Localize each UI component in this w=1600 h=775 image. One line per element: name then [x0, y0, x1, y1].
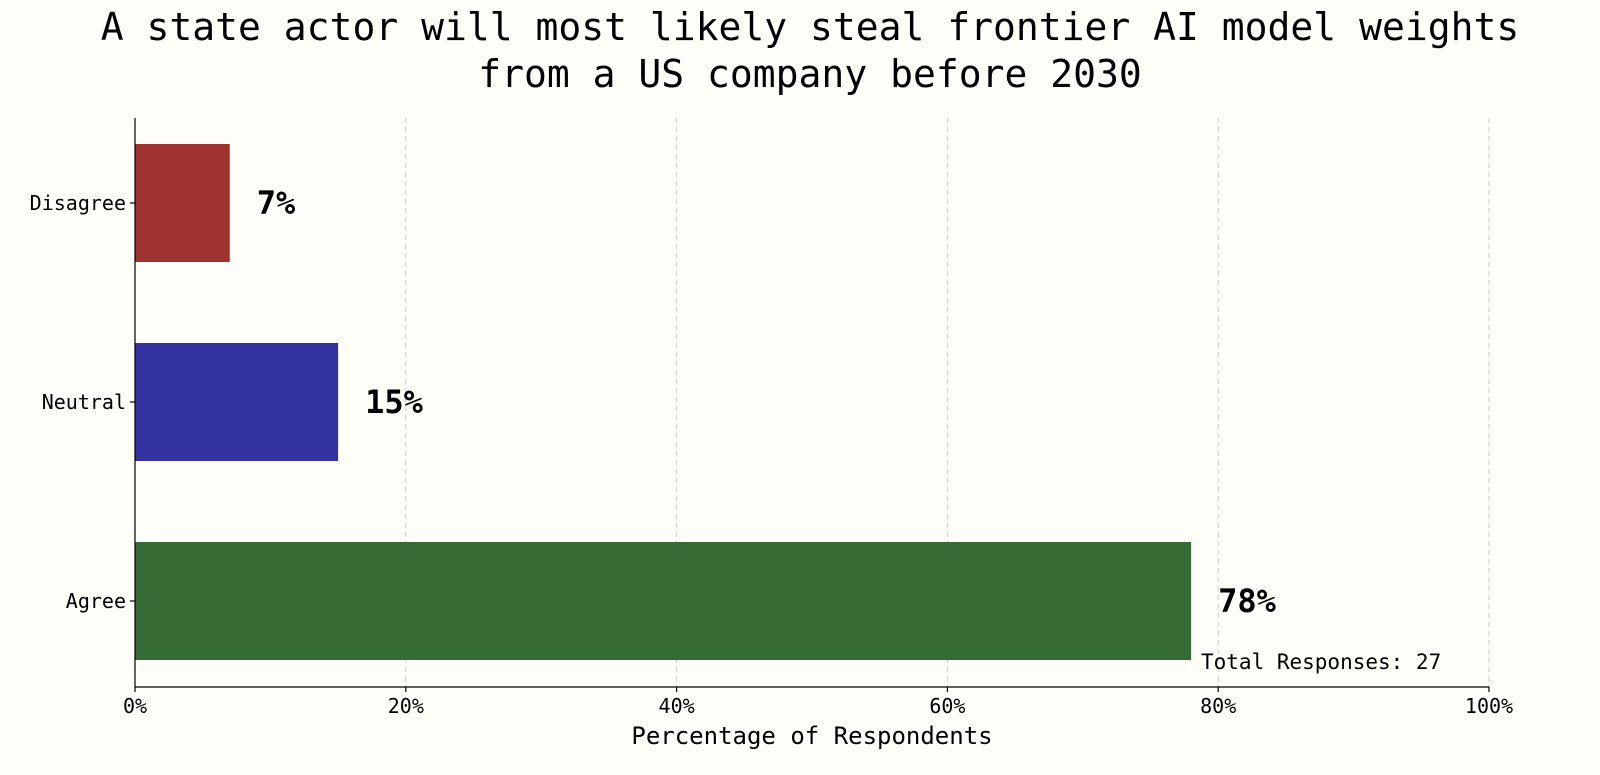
- y-axis-ticks: Disagree Neutral Agree: [30, 191, 135, 613]
- chart-title-line-2: from a US company before 2030: [478, 52, 1141, 96]
- bar-neutral: [135, 343, 339, 461]
- bar-disagree: [135, 144, 230, 262]
- bars: [135, 144, 1192, 660]
- bar-agree: [135, 542, 1192, 660]
- x-tick-label-80: 80%: [1200, 694, 1236, 718]
- x-tick-label-60: 60%: [929, 694, 965, 718]
- x-tick-label-0: 0%: [123, 694, 147, 718]
- y-tick-label-agree: Agree: [66, 589, 126, 613]
- value-label-agree: 78%: [1218, 582, 1277, 620]
- x-axis-ticks: 0% 20% 40% 60% 80% 100%: [123, 687, 1513, 718]
- x-axis-title: Percentage of Respondents: [631, 722, 992, 750]
- x-gridlines: [405, 118, 1490, 687]
- value-labels: 7% 15% 78%: [257, 184, 1277, 620]
- x-tick-label-40: 40%: [659, 694, 695, 718]
- x-tick-label-100: 100%: [1465, 694, 1513, 718]
- y-tick-label-disagree: Disagree: [30, 191, 126, 215]
- chart-title: A state actor will most likely steal fro…: [101, 5, 1519, 96]
- chart-title-line-1: A state actor will most likely steal fro…: [101, 5, 1519, 49]
- total-responses-note: Total Responses: 27: [1201, 650, 1441, 674]
- y-tick-label-neutral: Neutral: [42, 390, 126, 414]
- x-tick-label-20: 20%: [388, 694, 424, 718]
- value-label-neutral: 15%: [365, 383, 424, 421]
- value-label-disagree: 7%: [257, 184, 296, 222]
